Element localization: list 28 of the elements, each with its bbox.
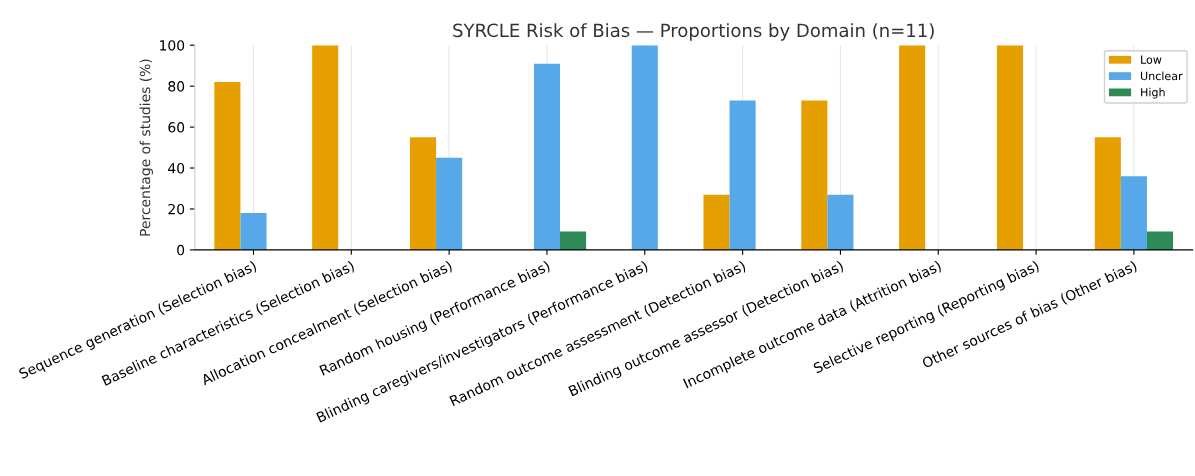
bar: [1094, 137, 1121, 250]
bar: [533, 63, 560, 250]
y-tick-label: 60: [168, 122, 185, 133]
legend-label: Unclear: [1140, 71, 1183, 81]
bar: [436, 157, 463, 250]
y-tick-label: 40: [168, 163, 185, 174]
bar: [729, 100, 756, 250]
y-tick-label: 0: [177, 244, 185, 256]
y-tick-label: 100: [160, 40, 185, 51]
y-tick-label: 80: [168, 81, 185, 92]
bar: [703, 194, 730, 250]
bar: [996, 45, 1024, 250]
bar: [410, 137, 437, 250]
bar: [312, 45, 339, 250]
bar: [899, 45, 926, 250]
chart-title: SYRCLE Risk of Bias — Proportions by Domain (n=11): [453, 23, 934, 41]
bar: [631, 45, 658, 250]
legend-label: Low: [1141, 55, 1162, 64]
y-tick-label: 20: [168, 203, 185, 215]
bar: [827, 194, 854, 250]
bar: [560, 231, 587, 250]
y-axis-title: Percentage of studies (%): [139, 59, 153, 236]
legend-label: High: [1141, 87, 1165, 99]
bar: [1120, 176, 1147, 250]
bar: [240, 213, 267, 250]
bar: [214, 82, 241, 250]
bar: [1146, 231, 1174, 250]
bar: [801, 100, 828, 250]
